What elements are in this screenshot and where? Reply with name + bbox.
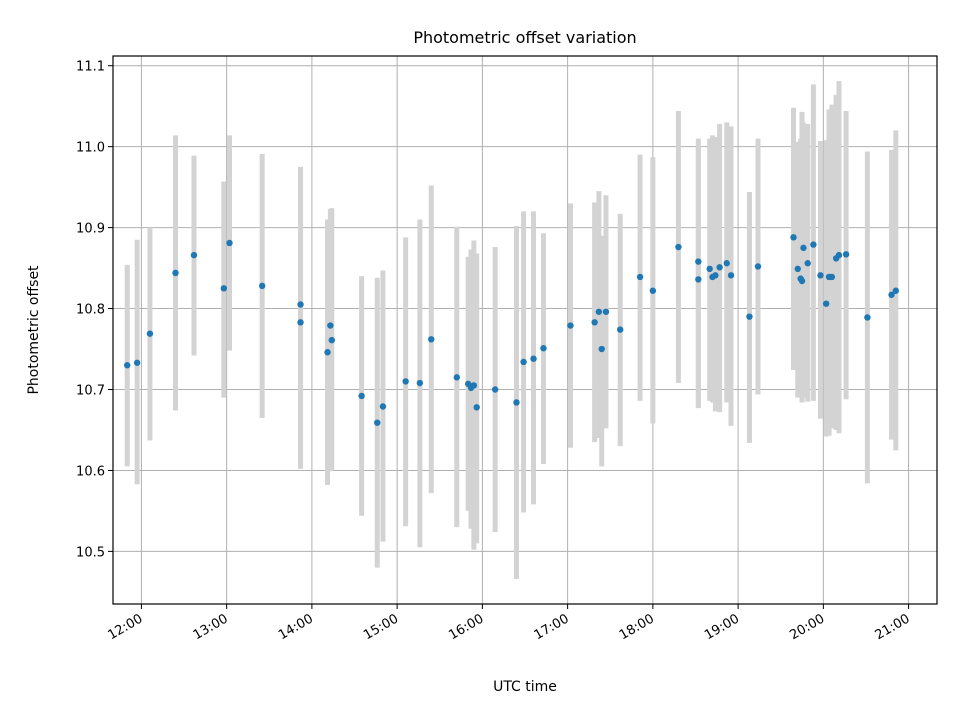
data-point: [297, 301, 304, 308]
data-point: [324, 349, 331, 356]
y-tick-label: 11.0: [76, 141, 105, 156]
x-tick-label: 12:00: [105, 611, 145, 643]
data-point: [598, 345, 605, 353]
data-point: [864, 314, 871, 321]
y-tick-label: 10.7: [76, 383, 105, 398]
x-tick-label: 19:00: [702, 611, 742, 643]
data-point: [379, 403, 387, 410]
data-point: [220, 285, 228, 292]
data-point: [888, 291, 895, 298]
data-point: [675, 243, 682, 251]
data-point: [172, 269, 179, 277]
y-tick-label: 11.1: [76, 60, 105, 75]
x-tick-label: 16:00: [446, 611, 486, 643]
data-point: [822, 300, 830, 307]
data-point: [327, 322, 334, 329]
x-axis-title: UTC time: [493, 679, 557, 695]
data-point: [226, 239, 233, 247]
data-point: [567, 322, 574, 329]
plot-frame: [112, 55, 938, 605]
data-point: [636, 273, 644, 281]
data-point: [540, 345, 547, 352]
data-point: [416, 379, 424, 387]
data-point: [328, 336, 335, 344]
y-axis-title: Photometric offset: [26, 265, 42, 395]
data-point: [794, 265, 801, 273]
data-point: [616, 326, 624, 333]
data-point: [790, 234, 797, 241]
x-tick-label: 21:00: [873, 611, 913, 643]
data-point: [746, 313, 753, 320]
data-point: [602, 308, 610, 315]
data-point: [520, 358, 527, 366]
data-point: [146, 330, 154, 337]
data-point: [513, 399, 520, 406]
data-point: [402, 378, 409, 385]
data-point: [810, 241, 817, 248]
data-point: [591, 319, 598, 326]
y-tick-label: 10.9: [76, 222, 105, 237]
data-point: [133, 359, 141, 366]
data-point: [258, 282, 266, 290]
x-tick-label: 14:00: [276, 611, 316, 643]
data-point: [649, 287, 657, 294]
data-point: [727, 272, 735, 279]
data-point: [530, 355, 537, 362]
x-tick-label: 17:00: [532, 611, 572, 643]
data-point: [695, 276, 702, 283]
data-point: [453, 374, 461, 381]
data-point: [124, 362, 131, 369]
x-axis-ticks: 12:00 13:00 14:00 15:00 16:00 17:00 18:00 19:00…: [105, 604, 913, 643]
data-point: [798, 277, 806, 285]
data-point: [491, 386, 499, 393]
data-point: [712, 272, 719, 279]
x-tick-label: 13:00: [191, 611, 231, 643]
data-points: [124, 234, 899, 426]
data-point: [842, 251, 850, 258]
data-point: [892, 287, 899, 294]
data-point: [473, 404, 480, 411]
data-point: [800, 244, 807, 252]
data-point: [723, 260, 730, 267]
data-point: [835, 251, 843, 259]
data-point: [297, 319, 304, 326]
y-tick-label: 10.5: [76, 545, 105, 560]
y-tick-label: 10.8: [76, 303, 105, 318]
data-point: [695, 258, 702, 265]
x-tick-label: 20:00: [787, 611, 827, 643]
data-point: [428, 336, 435, 343]
data-point: [706, 265, 713, 273]
data-point: [358, 392, 365, 400]
data-point: [828, 273, 836, 281]
chart-title: Photometric offset variation: [413, 28, 636, 47]
data-point: [374, 419, 381, 426]
data-point: [817, 272, 824, 279]
data-point: [804, 260, 811, 267]
data-point: [595, 308, 603, 315]
y-axis-ticks: 10.5 10.6 10.7 10.8 10.9 11.0 11.1: [76, 60, 113, 560]
x-tick-label: 15:00: [361, 611, 401, 643]
data-point: [470, 382, 478, 389]
y-tick-label: 10.6: [76, 464, 105, 479]
data-point: [754, 263, 762, 270]
data-point: [190, 251, 198, 259]
error-bars: [124, 81, 899, 579]
x-tick-label: 18:00: [617, 611, 657, 643]
data-point: [716, 264, 723, 271]
